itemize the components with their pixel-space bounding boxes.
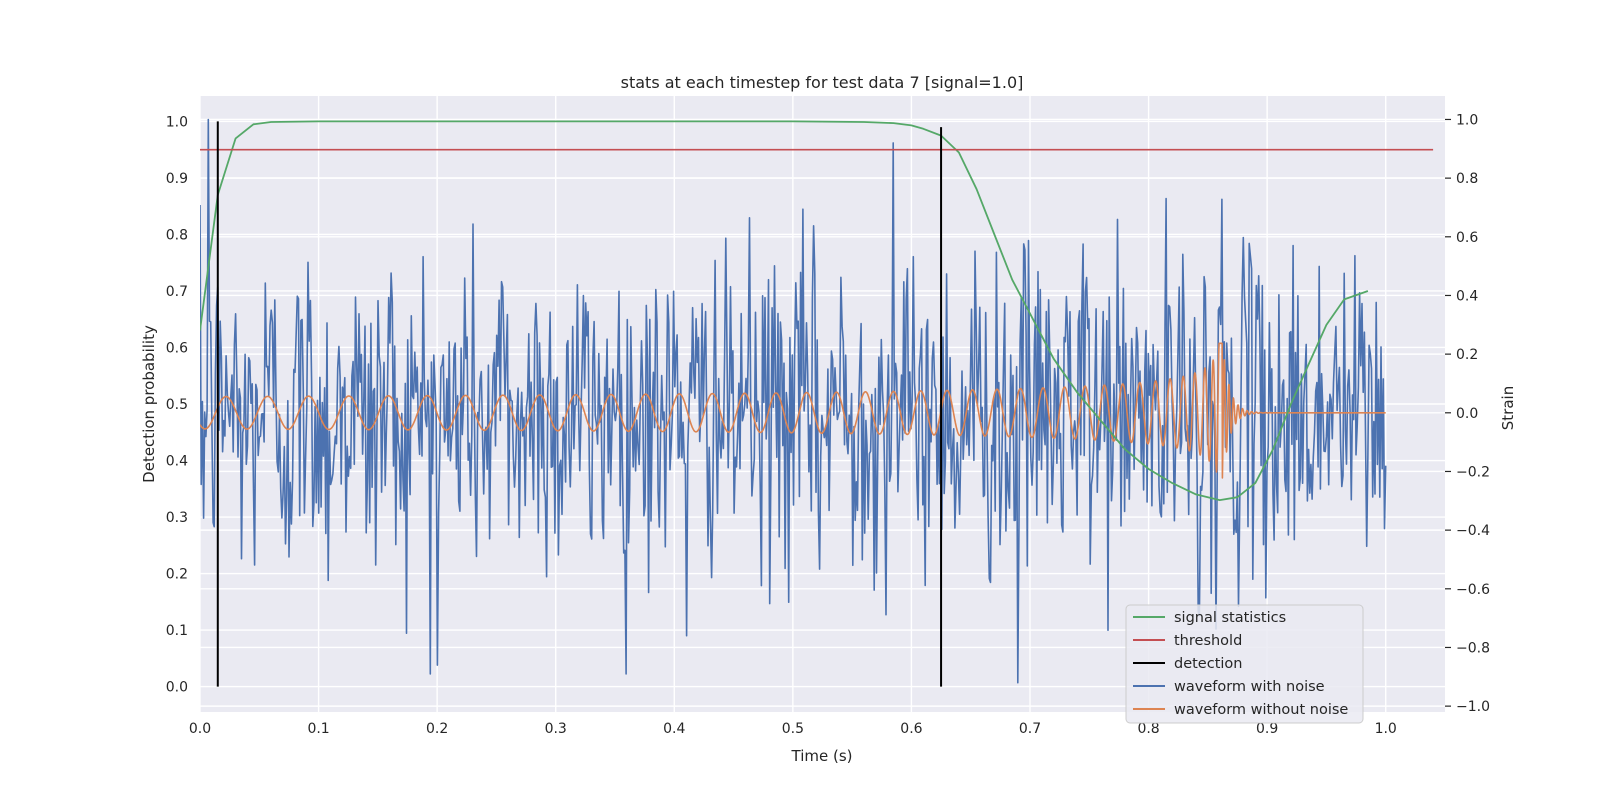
x-axis-label: Time (s)	[791, 747, 853, 765]
x-tick-label: 0.1	[307, 721, 329, 737]
y2-tick-label: −0.6	[1456, 582, 1490, 598]
x-tick-label: 0.5	[782, 721, 804, 737]
x-tick-label: 0.3	[545, 721, 567, 737]
x-tick-label: 0.9	[1256, 721, 1278, 737]
y2-tick-label: 0.2	[1456, 347, 1478, 363]
y-tick-label: 0.5	[166, 397, 188, 413]
y-tick-label: 0.2	[166, 567, 188, 583]
y-axis-left: 0.0 0.1 0.2 0.3 0.4 0.5 0.6 0.7 0.8 0.9 1.0	[166, 114, 188, 695]
y2-tick-label: 0.4	[1456, 288, 1478, 304]
x-tick-label: 0.7	[1019, 721, 1041, 737]
y-tick-label: 0.1	[166, 623, 188, 639]
y2-tick-label: 0.0	[1456, 406, 1478, 422]
legend-label-waveform-without-noise: waveform without noise	[1174, 702, 1348, 718]
x-tick-label: 1.0	[1375, 721, 1397, 737]
y-tick-label: 0.8	[166, 227, 188, 243]
legend-label-detection: detection	[1174, 656, 1242, 672]
y2-tick-label: −1.0	[1456, 699, 1490, 715]
x-axis: 0.0 0.1 0.2 0.3 0.4 0.5 0.6 0.7 0.8 0.9 1.0	[189, 721, 1397, 737]
x-tick-label: 0.2	[426, 721, 448, 737]
y2-tick-label: −0.8	[1456, 640, 1490, 656]
y-tick-label: 0.0	[166, 680, 188, 696]
x-tick-label: 0.8	[1137, 721, 1159, 737]
y2-tick-label: 1.0	[1456, 112, 1478, 128]
series-layer	[200, 118, 1434, 687]
y2-tick-label: 0.6	[1456, 230, 1478, 246]
legend: signal statistics threshold detection wa…	[1125, 604, 1364, 724]
y-tick-label: 0.3	[166, 510, 188, 526]
y-axis-label: Detection probability	[140, 325, 158, 483]
y2-axis-label: Strain	[1499, 386, 1517, 430]
y-axis-right: −1.0 −0.8 −0.6 −0.4 −0.2 0.0 0.2 0.4 0.6 0.8 1.0	[1445, 112, 1490, 715]
y2-tick-label: −0.2	[1456, 464, 1490, 480]
y-tick-label: 0.4	[166, 454, 188, 470]
series-waveform-with-noise	[200, 118, 1387, 684]
x-tick-label: 0.4	[663, 721, 685, 737]
legend-label-threshold: threshold	[1174, 633, 1242, 649]
legend-frame	[1125, 604, 1364, 724]
legend-label-waveform-with-noise: waveform with noise	[1174, 679, 1325, 695]
chart-title: stats at each timestep for test data 7 […	[621, 73, 1024, 92]
x-tick-label: 0.6	[900, 721, 922, 737]
series-waveform-without-noise	[200, 342, 1387, 479]
series-signal-statistics	[200, 120, 1369, 501]
legend-label-signal-statistics: signal statistics	[1174, 610, 1286, 626]
y-tick-label: 1.0	[166, 114, 188, 130]
y-tick-label: 0.7	[166, 284, 188, 300]
y-tick-label: 0.9	[166, 171, 188, 187]
y-tick-label: 0.6	[166, 340, 188, 356]
x-tick-label: 0.0	[189, 721, 211, 737]
y2-tick-label: −0.4	[1456, 523, 1490, 539]
y2-tick-label: 0.8	[1456, 171, 1478, 187]
